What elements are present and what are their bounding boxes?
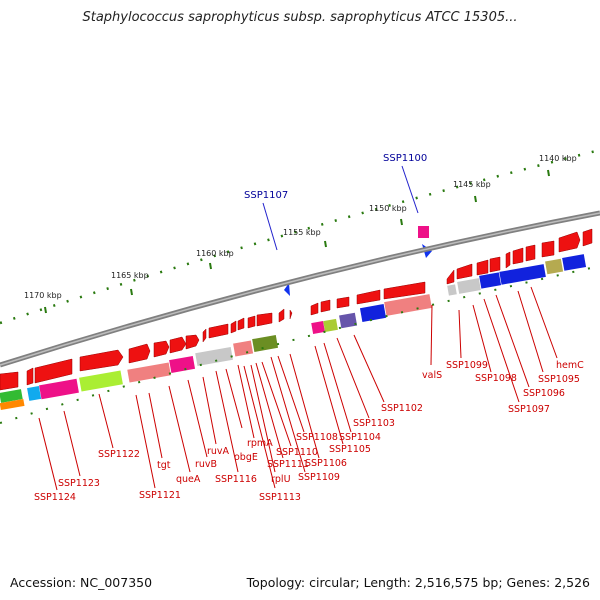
- gene-label-queA: queA: [176, 474, 201, 485]
- forward-strand-genes[interactable]: [0, 228, 593, 391]
- gene-label-ssp1113: SSP1113: [259, 492, 301, 503]
- highlight-leader-ssp1107: [262, 202, 278, 251]
- map-title: Staphylococcus saprophyticus subsp. sapr…: [82, 10, 518, 25]
- gene-label-rpmA: rpmA: [247, 438, 273, 449]
- ssp1107-marker[interactable]: [284, 283, 290, 296]
- gene-label-ruvA: ruvA: [207, 446, 230, 457]
- scale-label-1160: 1160 kbp: [196, 249, 234, 258]
- gene-label-ssp1111: SSP1111: [267, 459, 309, 470]
- highlight-label-ssp1107[interactable]: SSP1107: [244, 190, 288, 201]
- gene-label-ssp1123: SSP1123: [58, 478, 100, 489]
- gene-label-ssp1104: SSP1104: [339, 432, 381, 443]
- gene-label-ssp1095: SSP1095: [538, 374, 580, 385]
- accession-text: Accession: NC_007350: [10, 575, 153, 590]
- gene-label-ruvB: ruvB: [195, 459, 217, 470]
- scale-label-1170: 1170 kbp: [24, 291, 62, 300]
- gene-label-ssp1110: SSP1110: [276, 447, 318, 458]
- gene-label-ssp1121: SSP1121: [139, 490, 181, 501]
- gene-label-ssp1102: SSP1102: [381, 403, 423, 414]
- gene-label-ssp1096: SSP1096: [523, 388, 565, 399]
- gene-label-rplU: rplU: [271, 474, 291, 485]
- gene-label-ssp1124: SSP1124: [34, 492, 76, 503]
- gene-label-ssp1109: SSP1109: [298, 472, 340, 483]
- gene-label-ssp1108: SSP1108: [296, 432, 338, 443]
- highlight-label-ssp1100[interactable]: SSP1100: [383, 153, 427, 164]
- gene-label-ssp1116: SSP1116: [215, 474, 257, 485]
- gene-label-valS: valS: [422, 370, 442, 381]
- scale-label-1165: 1165 kbp: [111, 271, 149, 280]
- feature-lane[interactable]: [0, 254, 587, 411]
- highlight-leader-ssp1100: [401, 165, 419, 214]
- gene-label-ssp1098: SSP1098: [475, 373, 517, 384]
- gene-label-tgt: tgt: [157, 460, 171, 471]
- gene-label-hemC: hemC: [556, 360, 584, 371]
- gene-label-ssp1099: SSP1099: [446, 360, 488, 371]
- gene-label-obgE: obgE: [234, 452, 258, 463]
- gene-label-ssp1122: SSP1122: [98, 449, 140, 460]
- ssp1100-feature[interactable]: [418, 226, 429, 238]
- topology-text: Topology: circular; Length: 2,516,575 bp…: [246, 575, 590, 590]
- gene-label-ssp1105: SSP1105: [329, 444, 371, 455]
- gene-label-ssp1106: SSP1106: [305, 458, 347, 469]
- major-ticks: [44, 169, 550, 314]
- scale-label-1145: 1145 kbp: [453, 180, 491, 189]
- scale-label-1140: 1140 kbp: [539, 154, 577, 163]
- scale-label-1150: 1150 kbp: [369, 204, 407, 213]
- gene-label-ssp1097: SSP1097: [508, 404, 550, 415]
- leader-lines: [38, 286, 558, 491]
- gene-label-ssp1103: SSP1103: [353, 418, 395, 429]
- inner-ticks: [0, 265, 600, 424]
- scale-label-1155: 1155 kbp: [283, 228, 321, 237]
